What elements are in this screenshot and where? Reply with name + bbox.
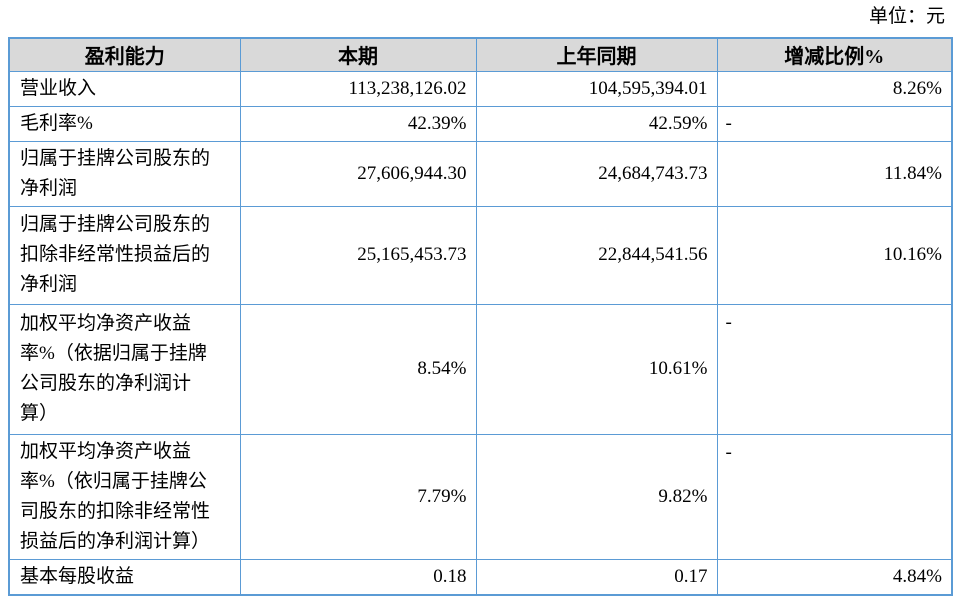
change-value: - bbox=[716, 433, 953, 560]
prior-value: 24,684,743.73 bbox=[475, 140, 718, 207]
change-value: - bbox=[716, 105, 953, 142]
metric-label: 加权平均净资产收益 率%（依归属于挂牌公 司股东的扣除非经常性 损益后的净利润计… bbox=[8, 433, 241, 560]
table-row-gross-margin: 毛利率% 42.39% 42.59% - bbox=[8, 105, 953, 142]
prior-value: 9.82% bbox=[475, 433, 718, 560]
prior-value: 104,595,394.01 bbox=[475, 70, 718, 107]
current-value: 0.18 bbox=[239, 558, 477, 595]
change-value: 4.84% bbox=[716, 558, 953, 595]
current-value: 42.39% bbox=[239, 105, 477, 142]
current-value: 25,165,453.73 bbox=[239, 205, 477, 305]
col-header-current-period: 本期 bbox=[239, 37, 477, 72]
metric-label: 毛利率% bbox=[8, 105, 241, 142]
metric-label: 基本每股收益 bbox=[8, 558, 241, 595]
table-row-weighted-roe: 加权平均净资产收益 率%（依据归属于挂牌 公司股东的净利润计 算） 8.54% … bbox=[8, 303, 953, 435]
metric-label: 归属于挂牌公司股东的 扣除非经常性损益后的 净利润 bbox=[8, 205, 241, 305]
metric-label: 营业收入 bbox=[8, 70, 241, 107]
col-header-prior-period: 上年同期 bbox=[475, 37, 718, 72]
col-header-change-ratio: 增减比例% bbox=[716, 37, 953, 72]
current-value: 8.54% bbox=[239, 303, 477, 435]
current-value: 7.79% bbox=[239, 433, 477, 560]
change-value: 8.26% bbox=[716, 70, 953, 107]
table-header-row: 盈利能力 本期 上年同期 增减比例% bbox=[8, 37, 953, 72]
prior-value: 10.61% bbox=[475, 303, 718, 435]
current-value: 27,606,944.30 bbox=[239, 140, 477, 207]
col-header-metric: 盈利能力 bbox=[8, 37, 241, 72]
table-row-net-profit: 归属于挂牌公司股东的 净利润 27,606,944.30 24,684,743.… bbox=[8, 140, 953, 207]
current-value: 113,238,126.02 bbox=[239, 70, 477, 107]
change-value: - bbox=[716, 303, 953, 435]
prior-value: 22,844,541.56 bbox=[475, 205, 718, 305]
unit-label: 单位：元 bbox=[868, 6, 945, 27]
prior-value: 0.17 bbox=[475, 558, 718, 595]
metric-label: 加权平均净资产收益 率%（依据归属于挂牌 公司股东的净利润计 算） bbox=[8, 303, 241, 435]
metric-label: 归属于挂牌公司股东的 净利润 bbox=[8, 140, 241, 207]
table-row-net-profit-excl-nonrecurring: 归属于挂牌公司股东的 扣除非经常性损益后的 净利润 25,165,453.73 … bbox=[8, 205, 953, 305]
profitability-table: 盈利能力 本期 上年同期 增减比例% 营业收入 113,238,126.02 1… bbox=[8, 37, 953, 596]
table-row-operating-revenue: 营业收入 113,238,126.02 104,595,394.01 8.26% bbox=[8, 70, 953, 107]
prior-value: 42.59% bbox=[475, 105, 718, 142]
table-row-basic-eps: 基本每股收益 0.18 0.17 4.84% bbox=[8, 558, 953, 595]
change-value: 11.84% bbox=[716, 140, 953, 207]
table-row-weighted-roe-excl-nonrecurring: 加权平均净资产收益 率%（依归属于挂牌公 司股东的扣除非经常性 损益后的净利润计… bbox=[8, 433, 953, 560]
change-value: 10.16% bbox=[716, 205, 953, 305]
